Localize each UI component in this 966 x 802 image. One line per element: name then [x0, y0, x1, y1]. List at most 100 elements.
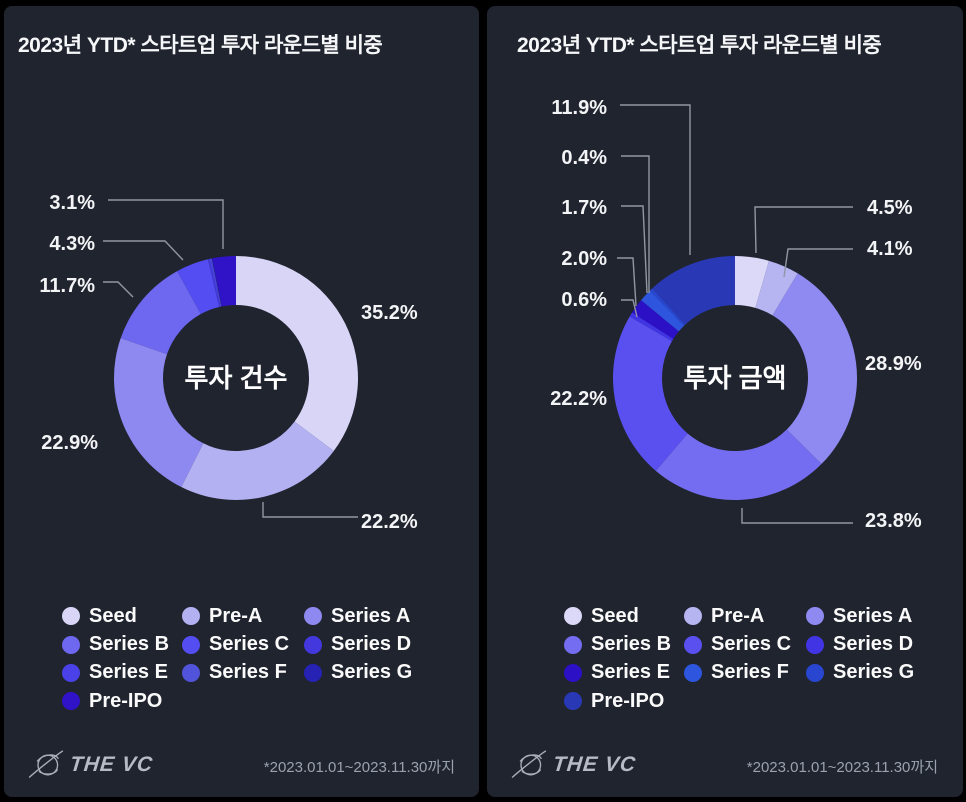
chart-legend: Seed Pre-A Series A Series B Series C Series …: [62, 602, 412, 716]
donut-slice-pre-a: [181, 421, 334, 500]
legend-swatch: [564, 692, 582, 711]
date-range-footnote: *2023.01.01~2023.11.30까지: [746, 759, 938, 776]
panel-footer: THE VC *2023.01.01~2023.11.30까지: [4, 743, 479, 783]
slice-label-series-c: 22.2%: [550, 388, 607, 410]
leader-line: [108, 199, 224, 249]
legend-item-seed: Seed: [564, 605, 684, 628]
leader-line: [620, 104, 691, 255]
legend-swatch: [806, 607, 824, 626]
chart-title: 2023년 YTD* 스타트업 투자 라운드별 비중: [18, 34, 383, 57]
slice-label-pre-ipo: 11.9%: [551, 97, 607, 119]
donut-slice-series-g: [649, 288, 686, 326]
donut-slice-series-a: [113, 338, 204, 488]
legend-item-series-g: Series G: [806, 661, 914, 684]
thevc-logo: THE VC: [28, 749, 154, 781]
legend-label: Series A: [833, 604, 913, 627]
legend-swatch: [684, 663, 702, 682]
donut-slice-seed: [735, 256, 769, 308]
legend-swatch: [62, 663, 80, 682]
slice-label-series-f: 1.7%: [561, 197, 607, 219]
thevc-logo: THE VC: [511, 749, 637, 781]
slice-label-pre-a: 22.2%: [361, 511, 418, 533]
leader-line: [754, 206, 853, 254]
leader-line: [741, 508, 853, 524]
donut-slice-series-b: [120, 271, 201, 355]
legend-swatch: [564, 663, 582, 682]
orbit-icon: [28, 750, 64, 778]
legend-swatch: [684, 635, 702, 654]
legend-swatch: [182, 607, 200, 626]
donut-slice-pre-a: [755, 260, 798, 316]
chart-panel-count: 2023년 YTD* 스타트업 투자 라운드별 비중 35.2% 22.2% 22.…: [4, 6, 479, 797]
leader-line: [621, 299, 638, 318]
leader-line: [783, 248, 853, 278]
legend-item-pre-ipo: Pre-IPO: [564, 690, 684, 713]
legend-label: Pre-IPO: [591, 689, 665, 712]
legend-label: Series E: [89, 661, 168, 684]
legend-item-pre-a: Pre-A: [684, 605, 806, 628]
legend-label: Seed: [591, 604, 639, 627]
donut-center-label: 투자 건수: [185, 363, 288, 393]
legend-item-series-a: Series A: [304, 605, 412, 628]
legend-item-series-e: Series E: [62, 661, 182, 684]
slice-label-pre-a: 4.1%: [867, 238, 913, 260]
legend-item-series-g: Series G: [304, 661, 412, 684]
chart-panel-amount: 2023년 YTD* 스타트업 투자 라운드별 비중 4.5% 4.1% 28.9%…: [487, 6, 963, 797]
legend-item-series-e: Series E: [564, 661, 684, 684]
leader-line: [617, 257, 637, 307]
slice-label-pre-ipo: 3.1%: [49, 192, 95, 214]
legend-swatch: [304, 663, 322, 682]
legend-swatch: [806, 663, 824, 682]
slice-label-series-a: 22.9%: [41, 432, 98, 454]
legend-label: Seed: [89, 604, 137, 627]
legend-item-seed: Seed: [62, 605, 182, 628]
slice-label-series-b: 11.7%: [39, 275, 95, 297]
legend-label: Series C: [711, 633, 792, 656]
legend-label: Series F: [711, 661, 789, 684]
legend-label: Pre-A: [711, 604, 765, 627]
donut-slice-series-e: [209, 258, 221, 307]
legend-swatch: [304, 635, 322, 654]
slice-label-seed: 35.2%: [361, 302, 418, 324]
legend-item-series-d: Series D: [806, 633, 914, 656]
donut-slice-series-c: [177, 259, 220, 315]
legend-label: Series B: [89, 633, 170, 656]
legend-item-series-c: Series C: [182, 633, 304, 656]
donut-chart-count: 35.2% 22.2% 22.9% 11.7% 4.3% 3.1% 투자 건수: [39, 192, 418, 533]
legend-label: Series F: [209, 661, 287, 684]
leader-line: [621, 155, 650, 293]
donut-slice-series-f: [210, 258, 222, 307]
slice-label-series-a: 28.9%: [865, 353, 922, 375]
donut-slice-pre-ipo: [212, 256, 236, 307]
donut-slice-series-d: [629, 312, 674, 342]
legend-swatch: [62, 635, 80, 654]
date-range-footnote: *2023.01.01~2023.11.30까지: [263, 759, 455, 776]
donut-slice-series-f: [641, 290, 685, 332]
legend-swatch: [564, 635, 582, 654]
donut-slice-series-c: [613, 316, 688, 471]
donut-slice-series-b: [655, 429, 822, 501]
legend-swatch: [62, 607, 80, 626]
legend-label: Series E: [591, 661, 670, 684]
legend-item-series-f: Series F: [684, 661, 806, 684]
slice-label-seed: 4.5%: [867, 197, 913, 219]
leader-line: [621, 205, 648, 294]
donut-slice-series-e: [632, 300, 679, 339]
donut-slice-series-g: [211, 258, 222, 307]
legend-swatch: [684, 607, 702, 626]
legend-swatch: [304, 607, 322, 626]
donut-chart-amount: 4.5% 4.1% 28.9% 23.8% 22.2% 0.6% 2.0% 1.7% 0.4% 1…: [550, 97, 922, 532]
legend-item-series-a: Series A: [806, 605, 914, 628]
legend-label: Series B: [591, 633, 672, 656]
legend-label: Series C: [209, 633, 290, 656]
chart-legend: Seed Pre-A Series A Series B Series C Series …: [564, 602, 914, 716]
leader-line: [103, 281, 134, 298]
legend-label: Series A: [331, 604, 411, 627]
panel-footer: THE VC *2023.01.01~2023.11.30까지: [487, 743, 963, 783]
legend-label: Series G: [833, 661, 915, 684]
donut-slice-pre-ipo: [652, 256, 735, 325]
slice-label-series-e: 2.0%: [561, 248, 607, 270]
legend-item-pre-a: Pre-A: [182, 605, 304, 628]
legend-item-series-f: Series F: [182, 661, 304, 684]
